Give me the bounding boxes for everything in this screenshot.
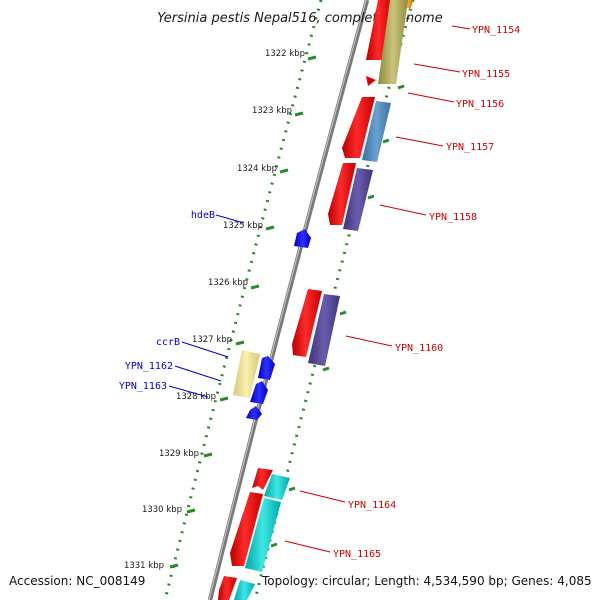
kbp-label: 1330 kbp bbox=[142, 505, 182, 515]
topology-text: Topology: circular; Length: 4,534,590 bp… bbox=[262, 574, 592, 588]
label-ypn-1155[interactable]: YPN_1155 bbox=[462, 69, 510, 80]
label-ypn-1158[interactable]: YPN_1158 bbox=[429, 212, 477, 223]
label-hdeb[interactable]: hdeB bbox=[191, 210, 215, 221]
minor-tick bbox=[322, 366, 330, 372]
gene-ypn-1162[interactable] bbox=[258, 356, 275, 380]
label-ypn-1156[interactable]: YPN_1156 bbox=[456, 99, 504, 110]
label-ypn-1157[interactable]: YPN_1157 bbox=[446, 142, 494, 153]
kbp-label: 1325 kbp bbox=[223, 221, 263, 231]
label-ypn-1154[interactable]: YPN_1154 bbox=[472, 25, 520, 36]
gene-ypn-1157[interactable] bbox=[362, 101, 391, 162]
genome-backbone bbox=[207, 0, 370, 600]
gene-bottom-red[interactable] bbox=[218, 576, 237, 600]
leader-line bbox=[174, 365, 222, 382]
kbp-tick bbox=[169, 563, 179, 569]
kbp-tick bbox=[186, 508, 196, 514]
leader-line bbox=[284, 540, 331, 553]
kbp-tick bbox=[279, 168, 289, 174]
leader-line bbox=[299, 490, 346, 503]
kbp-label: 1324 kbp bbox=[237, 164, 277, 174]
outer-tick-track bbox=[163, 0, 323, 600]
kbp-label: 1329 kbp bbox=[159, 449, 199, 459]
gene-ypn-1165-red[interactable] bbox=[230, 492, 263, 566]
label-ccrb[interactable]: ccrB bbox=[156, 337, 180, 348]
kbp-tick bbox=[294, 111, 304, 117]
gene-ypn-1158-red[interactable] bbox=[328, 163, 356, 225]
kbp-label: 1327 kbp bbox=[192, 335, 232, 345]
kbp-label: 1323 kbp bbox=[252, 106, 292, 116]
kbp-tick bbox=[203, 452, 213, 458]
gene-ypn-1156[interactable] bbox=[342, 97, 375, 158]
gene-ccrb[interactable] bbox=[233, 350, 260, 398]
minor-tick bbox=[288, 486, 296, 492]
leader-line bbox=[168, 385, 209, 398]
gene-ypn-1160-purple[interactable] bbox=[308, 294, 340, 366]
gene-ypn-1154-red[interactable] bbox=[366, 0, 393, 60]
minor-tick bbox=[382, 138, 390, 144]
kbp-tick bbox=[235, 340, 245, 346]
leader-line bbox=[413, 63, 461, 73]
right-gene-labels: YPN_1154 YPN_1155 YPN_1156 YPN_1157 YPN_… bbox=[284, 25, 520, 560]
gene-bottom-cyan[interactable] bbox=[234, 580, 255, 600]
minor-tick bbox=[339, 310, 347, 316]
leader-line bbox=[407, 92, 455, 103]
minor-tick bbox=[270, 542, 278, 548]
gene-ypn-1165-cyan[interactable] bbox=[245, 498, 281, 572]
gene-small-red[interactable] bbox=[366, 76, 376, 86]
label-ypn-1163[interactable]: YPN_1163 bbox=[119, 381, 167, 392]
gene-ypn-1158-purple[interactable] bbox=[343, 168, 373, 231]
label-ypn-1162[interactable]: YPN_1162 bbox=[125, 361, 173, 372]
gene-ypn-1160-red[interactable] bbox=[292, 289, 322, 357]
kbp-label: 1328 kbp bbox=[176, 392, 216, 402]
left-gene-labels: hdeB ccrB YPN_1162 YPN_1163 bbox=[119, 210, 245, 398]
leader-line bbox=[345, 335, 393, 347]
kbp-tick bbox=[219, 396, 229, 402]
gene-ypn-1163[interactable] bbox=[250, 381, 268, 404]
gene-hdeb[interactable] bbox=[294, 229, 311, 248]
leader-line bbox=[395, 136, 444, 147]
kbp-label: 1326 kbp bbox=[208, 278, 248, 288]
label-ypn-1164[interactable]: YPN_1164 bbox=[348, 500, 396, 511]
leader-line bbox=[181, 341, 229, 358]
minor-tick bbox=[397, 84, 405, 90]
leader-line bbox=[451, 25, 471, 30]
accession-text: Accession: NC_008149 bbox=[9, 574, 146, 588]
kbp-scale: 1322 kbp 1323 kbp 1324 kbp 1325 kbp 1326… bbox=[124, 49, 317, 571]
kbp-label: 1322 kbp bbox=[265, 49, 305, 59]
label-ypn-1160[interactable]: YPN_1160 bbox=[395, 343, 443, 354]
kbp-label: 1331 kbp bbox=[124, 561, 164, 571]
kbp-tick bbox=[265, 225, 275, 231]
kbp-tick bbox=[250, 284, 260, 290]
minor-tick bbox=[367, 194, 375, 200]
gene-small-blue[interactable] bbox=[246, 406, 262, 420]
leader-line bbox=[379, 204, 427, 216]
kbp-tick bbox=[307, 55, 317, 61]
map-title: Yersinia pestis Nepal516, complete genom… bbox=[157, 11, 442, 26]
leader-line bbox=[215, 214, 245, 224]
gene-ypn-1154-olive[interactable] bbox=[378, 0, 408, 84]
label-ypn-1165[interactable]: YPN_1165 bbox=[333, 549, 381, 560]
gene-ypn-1164-cyan[interactable] bbox=[264, 474, 290, 500]
inner-track-ticks bbox=[270, 84, 405, 548]
gene-ypn-1164-red[interactable] bbox=[252, 468, 273, 490]
genome-backbone-highlight bbox=[208, 0, 367, 600]
